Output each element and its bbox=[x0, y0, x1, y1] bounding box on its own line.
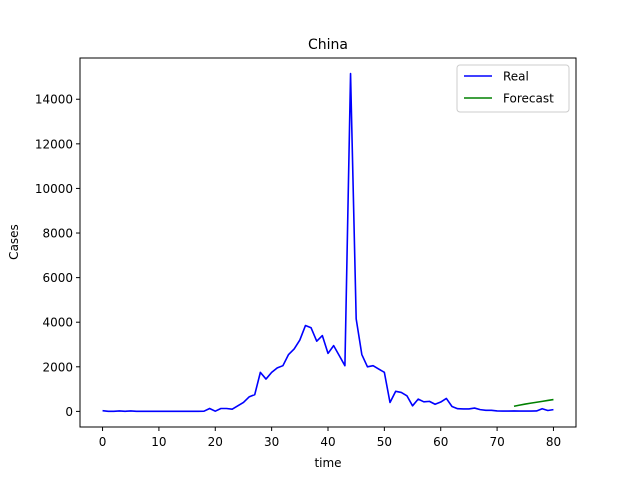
series-line-forecast bbox=[513, 398, 554, 408]
y-tick-label: 2000 bbox=[42, 360, 73, 374]
y-tick-label: 8000 bbox=[42, 227, 73, 241]
y-tick-label: 4000 bbox=[42, 316, 73, 330]
x-tick-label: 0 bbox=[99, 435, 107, 449]
x-tick-label: 50 bbox=[377, 435, 392, 449]
chart-title: China bbox=[308, 37, 348, 53]
legend-label-real: Real bbox=[503, 70, 529, 84]
y-tick-label: 12000 bbox=[35, 137, 73, 151]
y-tick-label: 14000 bbox=[35, 93, 73, 107]
y-tick-label: 0 bbox=[65, 405, 73, 419]
x-tick-label: 20 bbox=[208, 435, 223, 449]
x-tick-label: 40 bbox=[320, 435, 335, 449]
y-axis-label: Cases bbox=[7, 224, 21, 260]
x-tick-label: 70 bbox=[489, 435, 504, 449]
y-tick-label: 6000 bbox=[42, 271, 73, 285]
x-axis-label: time bbox=[314, 456, 341, 470]
x-tick-label: 60 bbox=[433, 435, 448, 449]
y-tick-label: 10000 bbox=[35, 182, 73, 196]
x-tick-label: 30 bbox=[264, 435, 279, 449]
x-tick-label: 80 bbox=[546, 435, 561, 449]
x-tick-label: 10 bbox=[151, 435, 166, 449]
legend-label-forecast: Forecast bbox=[503, 92, 554, 106]
plot-area: 0 10 20 30 40 50 60 70 80 0 2000 4000 6000 8000 10000 1… bbox=[35, 57, 577, 449]
legend: Real Forecast bbox=[456, 64, 570, 113]
series-line-real bbox=[102, 72, 554, 413]
